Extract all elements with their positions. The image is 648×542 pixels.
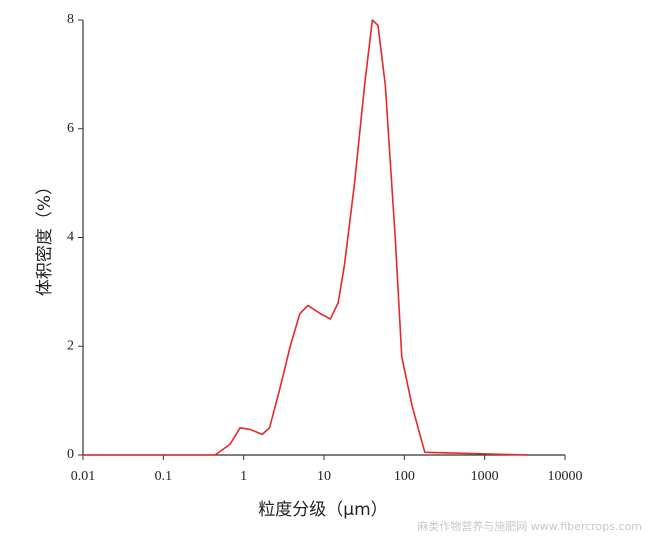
x-tick-label: 1000 [471, 469, 499, 484]
x-tick-label: 0.1 [155, 469, 173, 484]
x-tick-label: 10000 [548, 469, 583, 484]
x-axis-label: 粒度分级（μm） [258, 500, 387, 520]
y-tick-label: 2 [67, 338, 74, 353]
y-axis-label: 体积密度（%） [35, 178, 55, 296]
y-tick-label: 0 [67, 447, 74, 462]
y-tick-label: 6 [67, 121, 74, 136]
y-tick-label: 8 [67, 12, 74, 27]
data-line [83, 19, 529, 456]
x-tick-label: 10 [317, 469, 331, 484]
x-tick-label: 1 [240, 469, 247, 484]
x-tick-label: 0.01 [71, 469, 96, 484]
y-tick-label: 4 [67, 230, 74, 245]
x-tick-label: 100 [394, 469, 415, 484]
watermark: 麻类作物营养与施肥网 www.fibercrops.com [417, 519, 642, 533]
